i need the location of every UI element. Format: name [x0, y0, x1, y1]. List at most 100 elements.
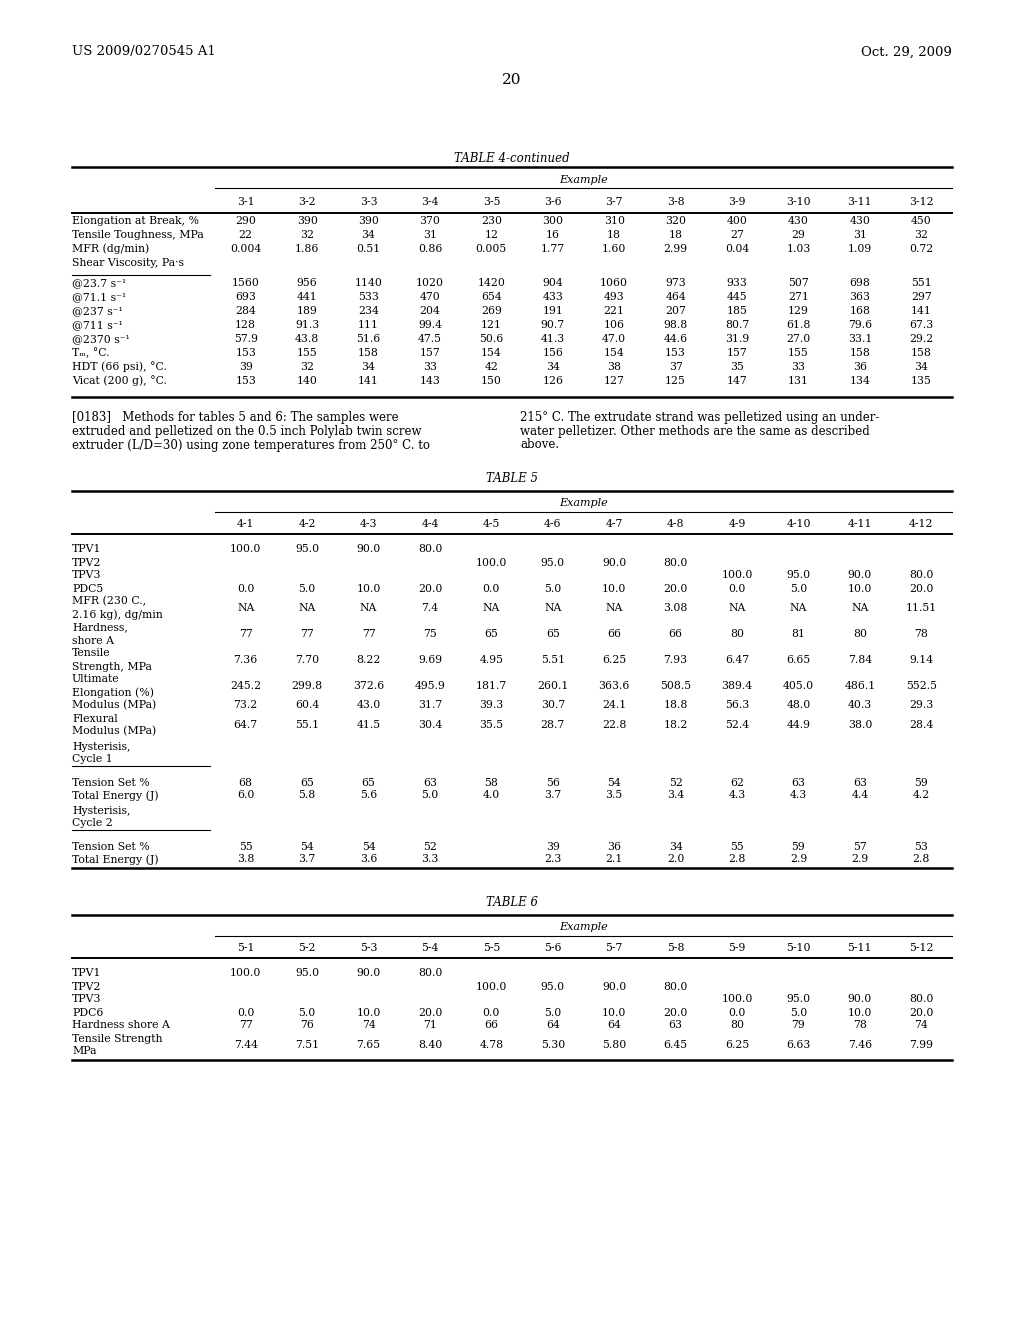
Text: 3.4: 3.4	[667, 791, 684, 800]
Text: 3-8: 3-8	[667, 197, 684, 207]
Text: 4-2: 4-2	[298, 519, 315, 529]
Text: 36: 36	[853, 362, 867, 372]
Text: 64.7: 64.7	[233, 719, 258, 730]
Text: 37: 37	[669, 362, 683, 372]
Text: 40.3: 40.3	[848, 701, 872, 710]
Text: 5-1: 5-1	[237, 942, 254, 953]
Text: 3.6: 3.6	[359, 854, 377, 865]
Text: 67.3: 67.3	[909, 319, 934, 330]
Text: Hardness,: Hardness,	[72, 623, 128, 632]
Text: 153: 153	[236, 376, 256, 385]
Text: US 2009/0270545 A1: US 2009/0270545 A1	[72, 45, 216, 58]
Text: 2.9: 2.9	[790, 854, 807, 865]
Text: 698: 698	[850, 279, 870, 288]
Text: 5-6: 5-6	[544, 942, 561, 953]
Text: 58: 58	[484, 777, 499, 788]
Text: 131: 131	[787, 376, 809, 385]
Text: NA: NA	[359, 603, 377, 612]
Text: 215° C. The extrudate strand was pelletized using an under-: 215° C. The extrudate strand was pelleti…	[520, 411, 880, 424]
Text: 65: 65	[300, 777, 314, 788]
Text: 61.8: 61.8	[786, 319, 811, 330]
Text: 20.0: 20.0	[909, 1007, 934, 1018]
Text: 4.0: 4.0	[482, 791, 500, 800]
Text: 100.0: 100.0	[476, 982, 507, 991]
Text: 464: 464	[666, 292, 686, 302]
Text: 32: 32	[300, 362, 314, 372]
Text: 1420: 1420	[477, 279, 505, 288]
Text: 5.0: 5.0	[299, 583, 315, 594]
Text: 106: 106	[604, 319, 625, 330]
Text: 221: 221	[604, 306, 625, 315]
Text: 18.2: 18.2	[664, 719, 688, 730]
Text: 24.1: 24.1	[602, 701, 627, 710]
Text: 111: 111	[358, 319, 379, 330]
Text: 34: 34	[669, 842, 683, 851]
Text: 7.44: 7.44	[233, 1040, 258, 1049]
Text: 0.04: 0.04	[725, 244, 750, 253]
Text: 65: 65	[361, 777, 376, 788]
Text: 363.6: 363.6	[598, 681, 630, 690]
Text: 31: 31	[853, 230, 867, 240]
Text: 3-12: 3-12	[909, 197, 934, 207]
Text: TABLE 6: TABLE 6	[486, 896, 538, 909]
Text: Tensile Toughness, MPa: Tensile Toughness, MPa	[72, 230, 204, 240]
Text: @71.1 s⁻¹: @71.1 s⁻¹	[72, 292, 126, 302]
Text: 1140: 1140	[354, 279, 383, 288]
Text: 95.0: 95.0	[295, 969, 319, 978]
Text: 5.0: 5.0	[421, 791, 438, 800]
Text: PDC5: PDC5	[72, 583, 103, 594]
Text: 8.22: 8.22	[356, 655, 381, 665]
Text: 53: 53	[914, 842, 928, 851]
Text: 189: 189	[297, 306, 317, 315]
Text: 2.3: 2.3	[544, 854, 561, 865]
Text: Flexural: Flexural	[72, 714, 118, 723]
Text: 54: 54	[361, 842, 376, 851]
Text: 973: 973	[666, 279, 686, 288]
Text: 34: 34	[914, 362, 928, 372]
Text: 2.0: 2.0	[667, 854, 684, 865]
Text: Total Energy (J): Total Energy (J)	[72, 854, 159, 865]
Text: 7.93: 7.93	[664, 655, 688, 665]
Text: shore A: shore A	[72, 635, 114, 645]
Text: 204: 204	[420, 306, 440, 315]
Text: Tension Set %: Tension Set %	[72, 842, 150, 851]
Text: 1.86: 1.86	[295, 244, 319, 253]
Text: 5.0: 5.0	[544, 1007, 561, 1018]
Text: 4-1: 4-1	[237, 519, 254, 529]
Text: 4-7: 4-7	[605, 519, 623, 529]
Text: 39: 39	[239, 362, 253, 372]
Text: 31.9: 31.9	[725, 334, 750, 345]
Text: 433: 433	[543, 292, 563, 302]
Text: 3-3: 3-3	[359, 197, 378, 207]
Text: 269: 269	[481, 306, 502, 315]
Text: 0.004: 0.004	[230, 244, 261, 253]
Text: 90.0: 90.0	[356, 969, 381, 978]
Text: Oct. 29, 2009: Oct. 29, 2009	[861, 45, 952, 58]
Text: 43.8: 43.8	[295, 334, 319, 345]
Text: Tₘ, °C.: Tₘ, °C.	[72, 347, 110, 358]
Text: 4.95: 4.95	[479, 655, 504, 665]
Text: 6.0: 6.0	[237, 791, 254, 800]
Text: 185: 185	[727, 306, 748, 315]
Text: 100.0: 100.0	[230, 969, 261, 978]
Text: extruder (L/D=30) using zone temperatures from 250° C. to: extruder (L/D=30) using zone temperature…	[72, 438, 430, 451]
Text: 95.0: 95.0	[786, 994, 811, 1005]
Text: @237 s⁻¹: @237 s⁻¹	[72, 306, 123, 315]
Text: 57.9: 57.9	[233, 334, 258, 345]
Text: 533: 533	[358, 292, 379, 302]
Text: 78: 78	[853, 1020, 866, 1031]
Text: 52: 52	[423, 842, 437, 851]
Text: 7.99: 7.99	[909, 1040, 933, 1049]
Text: 3-4: 3-4	[421, 197, 438, 207]
Text: 33: 33	[423, 362, 437, 372]
Text: 52.4: 52.4	[725, 719, 750, 730]
Text: Shear Viscosity, Pa·s: Shear Viscosity, Pa·s	[72, 257, 184, 268]
Text: 390: 390	[297, 216, 317, 226]
Text: 56: 56	[546, 777, 560, 788]
Text: 1.09: 1.09	[848, 244, 872, 253]
Text: 4-5: 4-5	[482, 519, 500, 529]
Text: 80.0: 80.0	[909, 570, 934, 581]
Text: 80.7: 80.7	[725, 319, 750, 330]
Text: 135: 135	[911, 376, 932, 385]
Text: 10.0: 10.0	[602, 583, 627, 594]
